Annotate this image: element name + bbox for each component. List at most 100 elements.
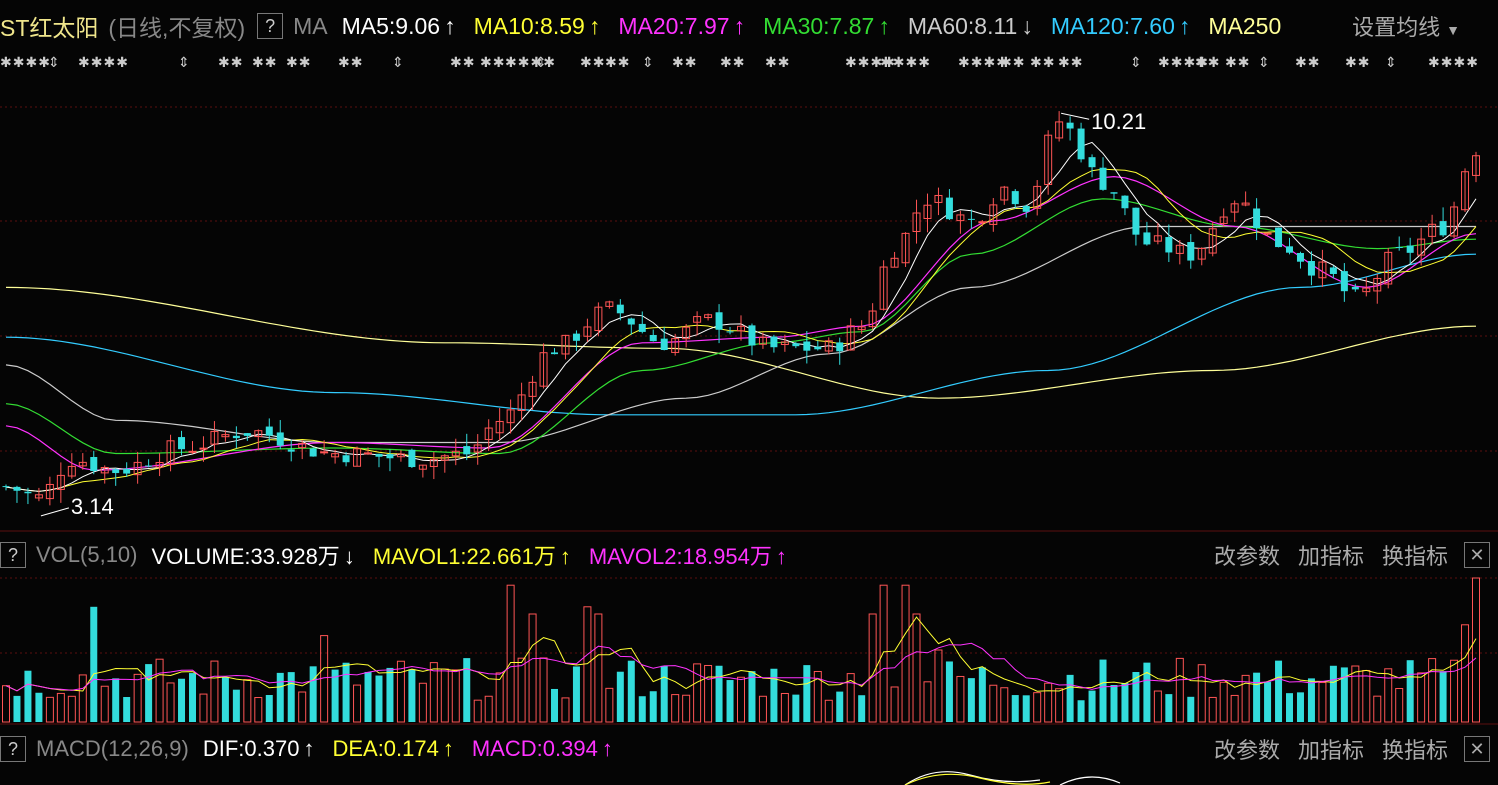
- signal-mark: ✱✱✱✱: [505, 54, 556, 70]
- volume-tool-1[interactable]: 加指标: [1297, 544, 1364, 569]
- volume-bar: [1461, 624, 1470, 723]
- volume-panel-header: ? VOL(5,10) VOLUME:33.928万 ↓ MAVOL1:22.661…: [0, 537, 1498, 573]
- candle: [616, 299, 624, 321]
- candle-body: [276, 432, 284, 446]
- candle-body: [1340, 271, 1348, 292]
- candle: [1318, 249, 1327, 287]
- candle: [331, 449, 340, 464]
- candle-body: [1197, 248, 1206, 260]
- candle-body: [528, 381, 537, 397]
- macd-help-button[interactable]: ?: [0, 736, 26, 762]
- candle-body: [770, 336, 778, 348]
- volume-bar: [1121, 682, 1129, 722]
- stock-name[interactable]: ST红太阳: [0, 15, 99, 41]
- candle-body: [726, 331, 734, 333]
- candle: [912, 199, 921, 244]
- annotation-arrow: [1061, 112, 1090, 120]
- candle-body: [1000, 186, 1009, 201]
- candle: [1132, 207, 1140, 246]
- macd-values-group: DIF:0.370 ↑ DEA:0.174 ↑ MACD:0.394 ↑: [203, 736, 631, 762]
- volume-bar: [1066, 674, 1074, 722]
- candle-body: [649, 334, 657, 342]
- macd-tool-1[interactable]: 加指标: [1297, 738, 1364, 763]
- volume-ma-line: [5, 642, 1477, 692]
- candle: [1208, 221, 1217, 257]
- ma-values-group: MA5:9.06 ↑ MA10:8.59 ↑ MA20:7.97 ↑ MA30:7.87 ↑ M…: [342, 13, 1300, 40]
- candle: [770, 334, 778, 353]
- candle-body: [210, 430, 219, 445]
- help-button[interactable]: ?: [257, 13, 284, 39]
- volume-bar: [309, 666, 317, 722]
- main-chart-header: ST红太阳 (日线,不复权) ? MA MA5:9.06 ↑ MA10:8.59 ↑ M…: [0, 8, 1498, 44]
- candle: [1472, 151, 1480, 183]
- candle: [1275, 227, 1283, 248]
- macd-value-0: DIF:0.370 ↑: [202, 736, 315, 761]
- candle: [561, 334, 570, 360]
- candle-body: [463, 446, 471, 455]
- candle: [133, 451, 142, 484]
- signal-mark: ✱✱: [1000, 54, 1026, 70]
- volume-bar: [1022, 695, 1030, 722]
- volume-title[interactable]: VOL(5,10): [36, 542, 138, 567]
- signal-mark: ✱✱✱✱: [0, 54, 51, 70]
- candle-body: [1088, 157, 1096, 168]
- candle: [1340, 263, 1348, 302]
- settings-button[interactable]: 设置均线 ▼: [1348, 10, 1460, 42]
- volume-tool-0[interactable]: 改参数: [1213, 544, 1280, 569]
- candle-body: [1241, 202, 1250, 206]
- candle: [24, 487, 32, 505]
- volume-bar: [1439, 671, 1447, 722]
- volume-bar: [1208, 696, 1217, 723]
- signal-row: ✱✱✱✱ ⇕ ✱✱✱✱ ⇕ ✱✱ ✱✱ ✱✱ ✱✱ ⇕ ✱✱ ✱✱ ✱✱✱✱ ⇕ ✱✱ ✱✱ ⇕ ✱✱ ✱✱ ✱✱ ✱…: [0, 54, 1498, 76]
- volume-bar: [473, 699, 482, 723]
- macd-title[interactable]: MACD(12,26,9): [36, 736, 189, 761]
- settings-label: 设置均线: [1352, 15, 1441, 40]
- candle-body: [956, 214, 965, 222]
- candle: [517, 382, 526, 421]
- candle: [583, 318, 592, 342]
- candle-body: [1033, 185, 1042, 209]
- signal-mark: ✱✱: [580, 54, 606, 70]
- close-icon[interactable]: ✕: [1464, 736, 1490, 762]
- signal-mark: ✱✱: [1058, 54, 1084, 70]
- signal-mark: ✱✱✱✱: [880, 54, 931, 70]
- candle-body: [254, 430, 263, 438]
- macd-tool-2[interactable]: 换指标: [1381, 738, 1448, 763]
- candle: [1461, 168, 1470, 213]
- candle: [112, 468, 120, 486]
- candle: [726, 326, 734, 335]
- candle: [792, 342, 800, 349]
- volume-help-button[interactable]: ?: [0, 542, 26, 568]
- ma-value-6: MA250: [1208, 12, 1282, 39]
- volume-bar: [605, 687, 614, 723]
- volume-values-group: VOLUME:33.928万 ↓ MAVOL1:22.661万 ↑ MAVOL2:18.…: [152, 539, 805, 571]
- candle-body: [1099, 167, 1107, 190]
- signal-mark: ✱✱: [765, 54, 791, 70]
- volume-bar: [1384, 668, 1393, 723]
- candle: [243, 432, 251, 441]
- annotation-arrow: [40, 507, 70, 517]
- candle-body: [353, 448, 362, 467]
- volume-bar: [1055, 688, 1064, 723]
- candle-body: [715, 312, 723, 330]
- signal-mark: ✱✱: [605, 54, 631, 70]
- macd-tool-0[interactable]: 改参数: [1213, 738, 1280, 763]
- candle: [1329, 265, 1337, 279]
- volume-bar: [1286, 693, 1294, 722]
- volume-tool-2[interactable]: 换指标: [1381, 544, 1448, 569]
- candle-body: [879, 266, 888, 310]
- signal-mark: ✱✱: [1030, 54, 1056, 70]
- ma-line: [5, 286, 1477, 399]
- volume-bar: [24, 670, 32, 722]
- candle-body: [408, 449, 416, 468]
- close-icon[interactable]: ✕: [1464, 542, 1490, 568]
- volume-bar: [78, 674, 87, 723]
- candle: [978, 220, 987, 227]
- candle-body: [418, 464, 427, 470]
- indicator-label[interactable]: MA: [293, 12, 328, 39]
- volume-bar: [166, 682, 175, 723]
- candle-body: [112, 469, 120, 474]
- volume-bar: [386, 667, 394, 722]
- candle: [1253, 198, 1261, 241]
- candle-body: [583, 326, 592, 337]
